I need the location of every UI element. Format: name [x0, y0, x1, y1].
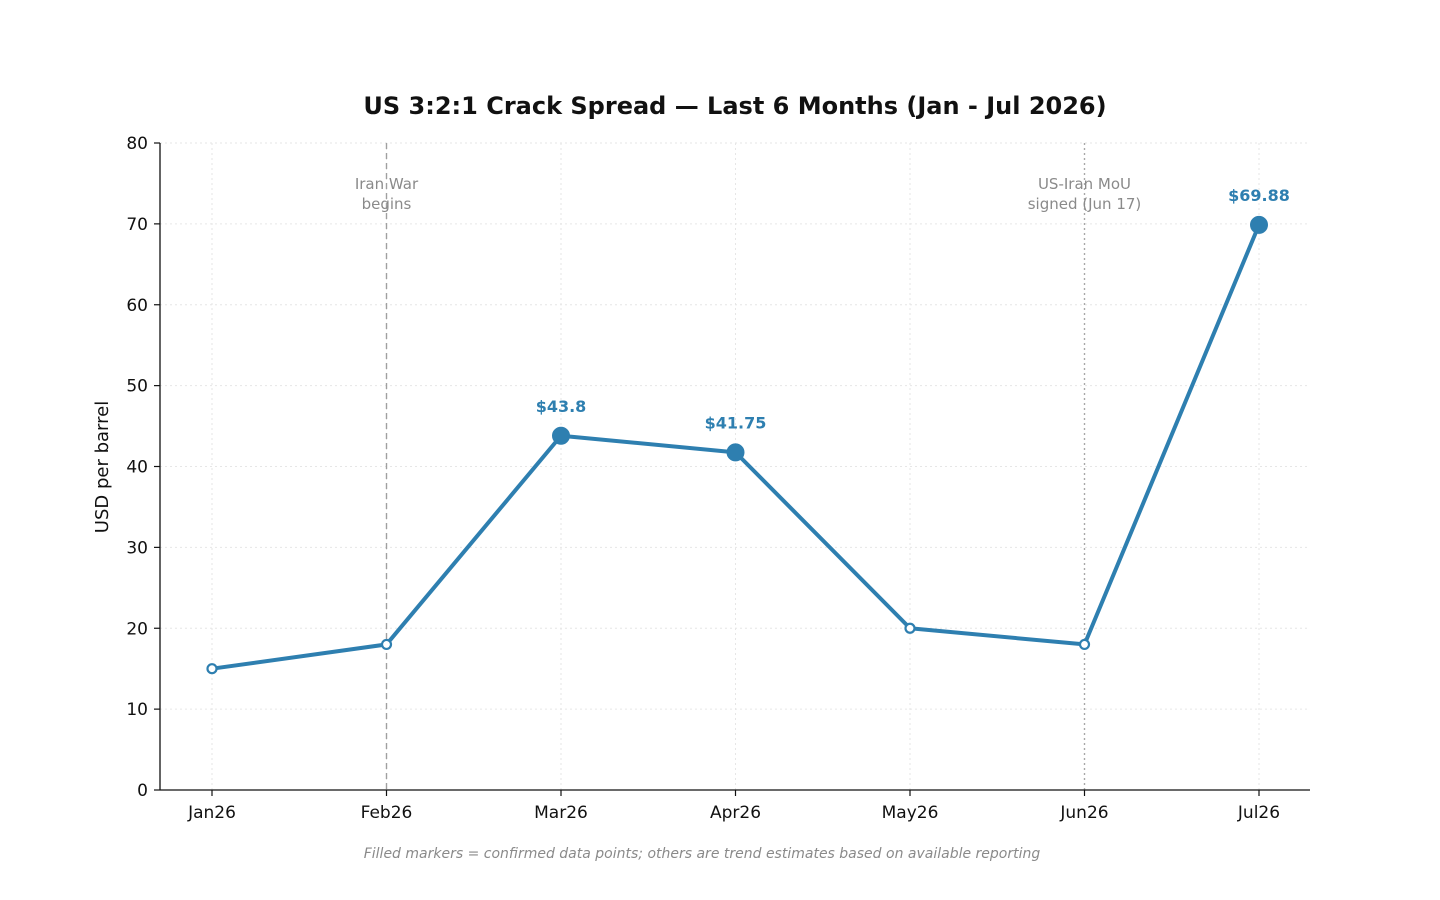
gridlines — [160, 142, 1310, 790]
confirmed-point-marker — [1250, 215, 1268, 234]
chart-footnote: Filled markers = confirmed data points; … — [364, 846, 1041, 862]
event-label: Iran War — [355, 175, 419, 193]
y-tick-label: 30 — [126, 538, 148, 558]
data-labels: $43.8 $41.75 $69.88 — [536, 186, 1290, 433]
y-tick-label: 80 — [126, 134, 148, 154]
y-tick-label: 70 — [126, 215, 148, 235]
y-tick-label: 60 — [126, 296, 148, 316]
x-tick-label: Jun26 — [1059, 803, 1108, 823]
y-tick-label: 40 — [126, 458, 148, 478]
x-tick-label: Apr26 — [710, 803, 761, 823]
event-label: signed (Jun 17) — [1028, 195, 1142, 213]
y-tick-label: 10 — [126, 700, 148, 720]
estimated-point-marker — [904, 622, 916, 634]
confirmed-point-marker — [552, 426, 570, 445]
y-tick-label: 50 — [126, 377, 148, 397]
series-line — [206, 215, 1268, 675]
x-tick-label: Mar26 — [534, 803, 588, 823]
estimated-point-marker — [1078, 638, 1091, 651]
x-tick-label: Feb26 — [361, 803, 413, 823]
y-tick-label: 0 — [137, 781, 148, 801]
y-axis-ticks: 0 10 20 30 40 50 60 70 80 — [126, 134, 160, 801]
estimated-point-marker — [206, 663, 218, 675]
y-axis-label: USD per barrel — [92, 401, 113, 533]
event-label: begins — [362, 195, 412, 213]
x-tick-label: May26 — [882, 803, 939, 823]
x-tick-label: Jul26 — [1237, 803, 1280, 823]
data-label: $41.75 — [705, 413, 767, 432]
data-label: $43.8 — [536, 397, 587, 416]
confirmed-point-marker — [726, 443, 745, 462]
x-tick-label: Jan26 — [187, 803, 236, 823]
y-tick-label: 20 — [126, 619, 148, 639]
estimated-point-marker — [380, 638, 393, 651]
x-axis-ticks: Jan26 Feb26 Mar26 Apr26 May26 Jun26 Jul26 — [187, 790, 1280, 823]
event-label: US-Iran MoU — [1038, 175, 1131, 193]
chart-title: US 3:2:1 Crack Spread — Last 6 Months (J… — [363, 92, 1106, 120]
event-markers: Iran War begins US-Iran MoU signed (Jun 17) — [355, 143, 1141, 790]
data-label: $69.88 — [1228, 186, 1290, 205]
